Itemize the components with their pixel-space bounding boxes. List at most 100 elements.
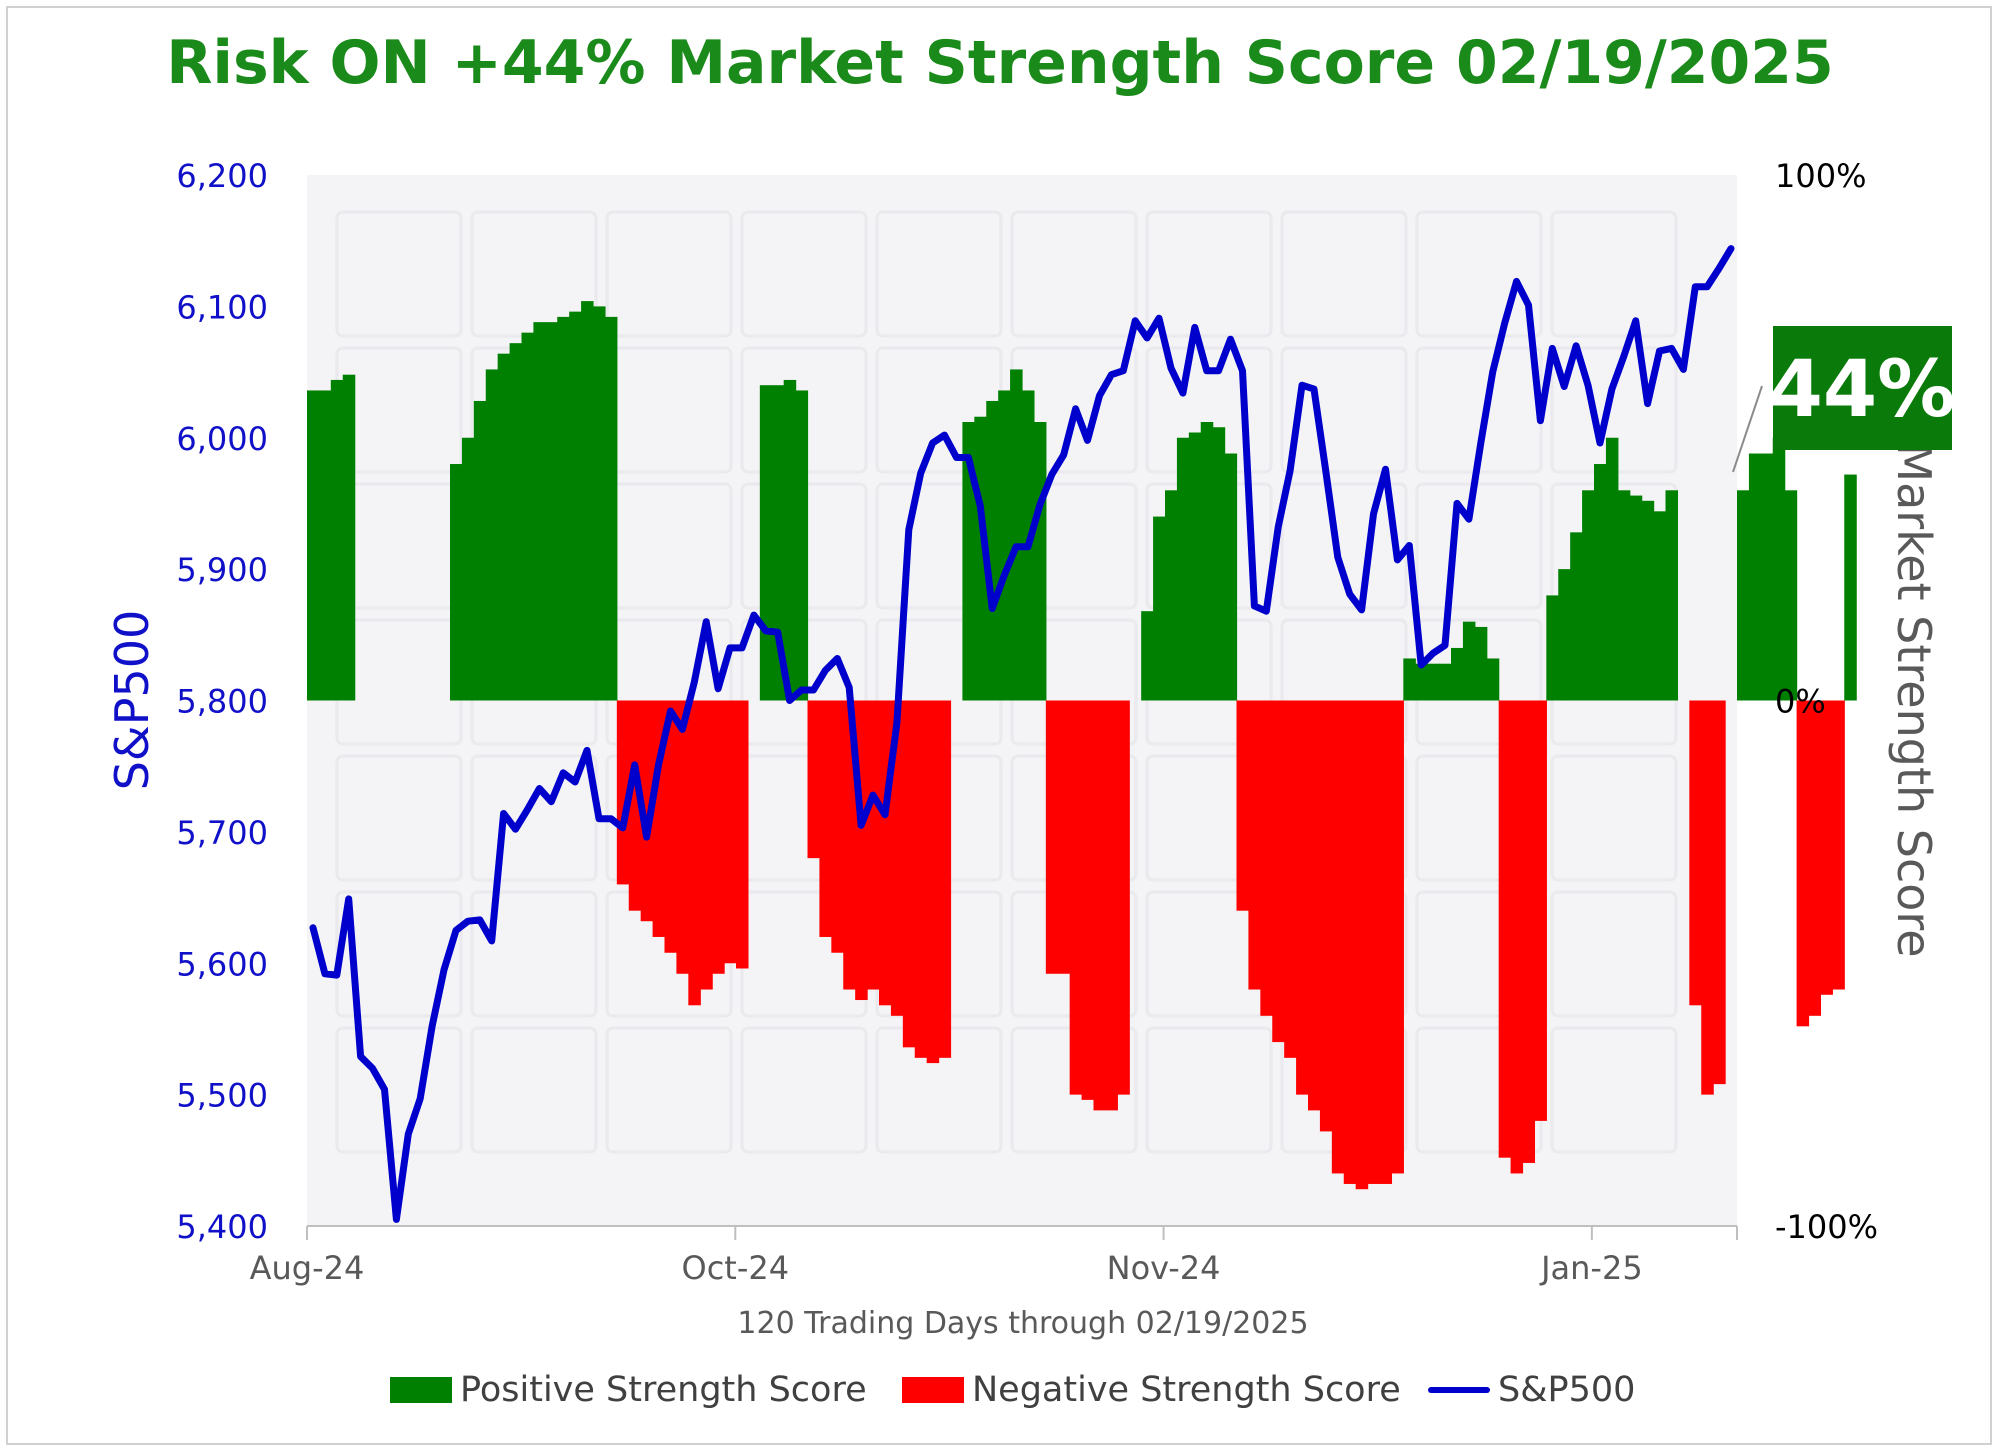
negative-score-bar bbox=[926, 700, 940, 1064]
positive-score-bar bbox=[1641, 500, 1655, 701]
negative-score-bar bbox=[1331, 700, 1345, 1174]
positive-score-bar bbox=[1629, 495, 1643, 701]
negative-score-bar bbox=[1820, 700, 1833, 995]
positive-score-bar bbox=[1403, 658, 1416, 701]
x-tick-label: Oct-24 bbox=[682, 1249, 790, 1287]
negative-score-bar bbox=[902, 700, 916, 1048]
y-right-axis-label: Market Strength Score bbox=[1887, 442, 1941, 957]
watermark-tile bbox=[1280, 346, 1408, 474]
positive-score-bar bbox=[1188, 432, 1202, 701]
positive-score-bar bbox=[533, 322, 546, 701]
positive-score-bar bbox=[545, 322, 558, 701]
y-left-tick-label: 6,200 bbox=[176, 157, 268, 195]
callout-leader bbox=[1732, 385, 1763, 473]
watermark-tile bbox=[335, 754, 463, 882]
negative-score-bar bbox=[724, 700, 737, 964]
positive-score-bar bbox=[473, 400, 487, 701]
positive-score-bar bbox=[330, 379, 344, 701]
positive-score-bar bbox=[1153, 516, 1166, 701]
y-left-tick-label: 5,400 bbox=[176, 1208, 268, 1246]
watermark-tile bbox=[605, 1026, 733, 1154]
watermark-tile bbox=[740, 1026, 868, 1154]
positive-score-bar bbox=[1784, 490, 1798, 701]
watermark-tile bbox=[875, 210, 1003, 338]
positive-score-bar bbox=[1653, 511, 1667, 701]
positive-score-bar bbox=[1570, 532, 1583, 701]
negative-score-bar bbox=[1069, 700, 1083, 1095]
positive-score-bar bbox=[461, 437, 475, 701]
watermark-tile bbox=[1550, 1026, 1678, 1154]
watermark-tile bbox=[470, 1026, 598, 1154]
legend-negative-label: Negative Strength Score bbox=[972, 1370, 1401, 1410]
positive-score-bar bbox=[1605, 437, 1619, 701]
y-left-tick-label: 5,700 bbox=[176, 814, 268, 852]
positive-score-bar bbox=[1141, 611, 1154, 701]
y-left-tick-label: 5,800 bbox=[176, 683, 268, 721]
negative-score-bar bbox=[890, 700, 904, 1016]
watermark-tile bbox=[1550, 210, 1678, 338]
y-right-axis: -100% 0% 100% bbox=[1775, 157, 1878, 1246]
legend-positive-label: Positive Strength Score bbox=[460, 1370, 867, 1410]
negative-score-bar bbox=[1284, 700, 1297, 1058]
y-left-tick-label: 5,500 bbox=[176, 1077, 268, 1115]
positive-score-bar bbox=[1844, 474, 1857, 701]
x-tick-label: Jan-25 bbox=[1539, 1249, 1643, 1287]
positive-score-bar bbox=[1546, 595, 1559, 701]
positive-score-bar bbox=[342, 374, 356, 701]
negative-score-bar bbox=[712, 700, 725, 974]
negative-score-bar bbox=[1057, 700, 1071, 974]
positive-score-bar bbox=[1451, 647, 1464, 701]
spx-line bbox=[309, 245, 1735, 1223]
negative-score-bar bbox=[1391, 700, 1404, 1174]
positive-score-bar bbox=[1474, 626, 1488, 701]
watermark-tile bbox=[1280, 210, 1408, 338]
legend-spx: S&P500 bbox=[1428, 1366, 1635, 1414]
negative-score-bar bbox=[843, 700, 856, 990]
y-left-axis-label: S&P500 bbox=[105, 610, 159, 791]
legend-spx-label: S&P500 bbox=[1498, 1370, 1636, 1410]
watermark-tile bbox=[1415, 210, 1543, 338]
negative-score-bar bbox=[938, 700, 952, 1058]
positive-score-bar bbox=[783, 379, 797, 701]
x-tick-label: Aug-24 bbox=[250, 1249, 365, 1287]
positive-score-bar bbox=[569, 311, 582, 701]
positive-score-bar bbox=[1033, 421, 1047, 701]
positive-score-bar bbox=[1772, 437, 1786, 701]
positive-score-bar bbox=[962, 421, 975, 701]
positive-score-bar bbox=[1200, 421, 1214, 701]
negative-score-bar bbox=[688, 700, 701, 1006]
current-score-callout bbox=[1773, 326, 1952, 450]
legend-negative-swatch bbox=[902, 1377, 964, 1403]
negative-score-bar bbox=[700, 700, 713, 990]
negative-score-bar bbox=[819, 700, 832, 937]
positive-score-bar bbox=[1617, 490, 1631, 701]
negative-score-bar bbox=[1045, 700, 1059, 974]
negative-score-bar bbox=[1248, 700, 1261, 990]
positive-score-bar bbox=[1010, 369, 1023, 701]
negative-score-bar bbox=[1272, 700, 1285, 1043]
positive-score-bar bbox=[604, 316, 618, 701]
y-left-tick-label: 5,600 bbox=[176, 945, 268, 983]
positive-score-bar bbox=[1176, 437, 1190, 701]
legend-positive: Positive Strength Score bbox=[390, 1366, 867, 1414]
negative-score-bar bbox=[1713, 700, 1726, 1085]
negative-score-bar bbox=[914, 700, 928, 1058]
negative-score-bar bbox=[1355, 700, 1369, 1190]
negative-score-bar bbox=[736, 700, 749, 969]
negative-score-bar bbox=[1522, 700, 1536, 1163]
negative-score-bar bbox=[1498, 700, 1512, 1158]
legend-positive-swatch bbox=[390, 1377, 452, 1403]
y-left-tick-label: 5,900 bbox=[176, 551, 268, 589]
y-left-tick-label: 6,000 bbox=[176, 420, 268, 458]
watermark-tile bbox=[1010, 210, 1138, 338]
positive-score-bar bbox=[759, 385, 773, 701]
negative-score-bar bbox=[1367, 700, 1381, 1184]
chart-title: Risk ON +44% Market Strength Score 02/19… bbox=[166, 28, 1834, 98]
watermark-tile bbox=[335, 210, 463, 338]
negative-score-bar bbox=[1796, 700, 1810, 1027]
positive-score-bar bbox=[986, 400, 999, 701]
negative-score-bar bbox=[1689, 700, 1702, 1006]
negative-score-bar bbox=[1081, 700, 1095, 1100]
positive-score-bar bbox=[998, 390, 1011, 701]
